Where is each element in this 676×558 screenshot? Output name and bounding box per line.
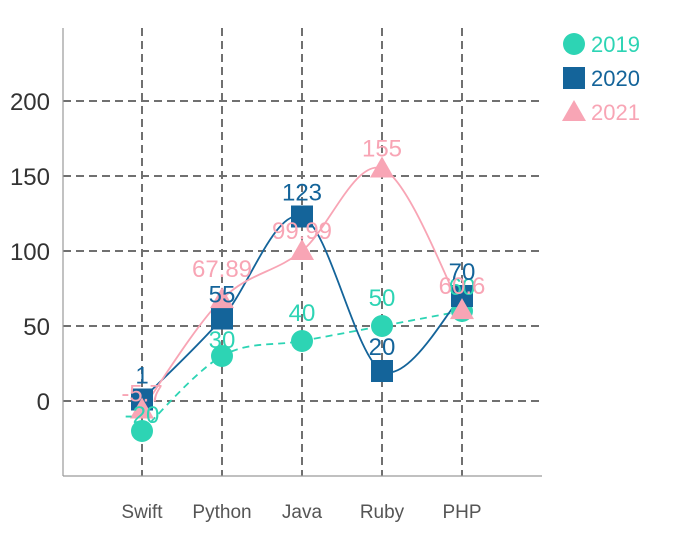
x-tick-label: Swift (121, 502, 163, 523)
marker-2019-Swift (131, 420, 153, 442)
data-label-2019-Swift: -20 (125, 402, 160, 429)
y-axis-ticks: 0 50 100 150 200 (10, 89, 50, 416)
marker-2021-Ruby (370, 156, 394, 178)
x-tick-label: PHP (442, 502, 481, 523)
legend-marker-2021 (562, 100, 586, 121)
legend-label-2021: 2021 (591, 100, 640, 125)
y-tick-label: 150 (10, 164, 50, 191)
y-tick-label: 200 (10, 89, 50, 116)
series-markers (130, 156, 474, 442)
data-label-2021-Swift: -5.7 (121, 381, 162, 408)
marker-2020-Java (291, 205, 313, 228)
y-tick-label: 0 (37, 389, 50, 416)
data-label-2019-Ruby: 50 (369, 285, 396, 312)
x-tick-label: Python (192, 502, 251, 523)
data-label-2020-Java: 123 (282, 180, 322, 207)
x-axis-ticks: Swift Python Java Ruby PHP (121, 502, 481, 523)
marker-2019-Java (291, 330, 313, 352)
legend-marker-2019 (563, 33, 585, 55)
data-label-2019-Python: 30 (209, 327, 236, 354)
data-label-2020-PHP: 70 (449, 259, 476, 286)
y-tick-label: 100 (10, 239, 50, 266)
marker-2019-Ruby (371, 315, 393, 337)
x-tick-label: Ruby (360, 502, 405, 523)
data-label-2021-Java: 99.99 (272, 218, 332, 245)
data-label-2019-Java: 40 (289, 300, 316, 327)
legend-marker-2020 (563, 67, 585, 89)
y-tick-label: 50 (23, 314, 50, 341)
marker-2021-Python (210, 287, 234, 309)
legend-label-2019: 2019 (591, 32, 640, 57)
data-label-2020-Swift: 1 (135, 363, 148, 390)
marker-2020-Ruby (371, 360, 393, 382)
marker-2020-Python (211, 307, 233, 330)
axes (62, 28, 542, 477)
legend: 2019 2020 2021 (562, 32, 640, 125)
data-label-2021-Python: 67.89 (192, 256, 252, 283)
series-line-2021 (141, 166, 463, 411)
marker-2021-Swift (130, 397, 154, 419)
data-label-2021-PHP: 60.6 (439, 273, 486, 300)
marker-2021-PHP (450, 298, 474, 320)
legend-label-2020: 2020 (591, 66, 640, 91)
data-label-2021-Ruby: 155 (362, 136, 402, 163)
data-label-2020-Python: 55 (209, 282, 236, 309)
marker-2021-Java (290, 239, 314, 261)
data-label-2020-Ruby: 20 (369, 334, 396, 361)
marker-2019-Python (211, 345, 233, 367)
x-tick-label: Java (282, 502, 323, 523)
data-label-2019-PHP: 60 (449, 274, 476, 301)
marker-2020-PHP (451, 285, 473, 307)
